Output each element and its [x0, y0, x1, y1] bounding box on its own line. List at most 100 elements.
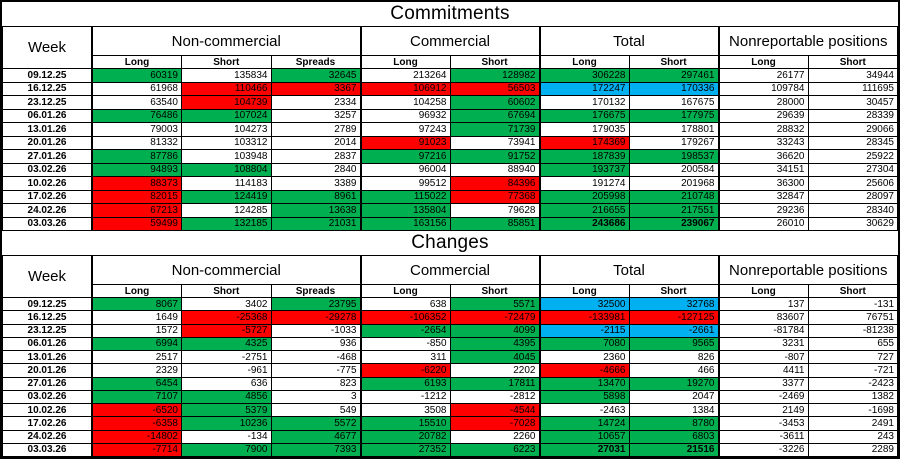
- value-cell: 103312: [181, 135, 272, 150]
- value-cell: 2491: [807, 416, 898, 431]
- value-cell: 104273: [181, 122, 272, 137]
- value-cell: 28832: [717, 122, 809, 137]
- value-cell: 3508: [359, 402, 451, 418]
- value-cell: -2751: [181, 349, 272, 365]
- value-cell: 124285: [181, 203, 272, 218]
- value-cell: 108804: [181, 162, 272, 177]
- week-cell: 06.01.26: [2, 108, 93, 123]
- table-row: 20.01.26 81332 103312 2014 91023 73941 174369 1…: [2, 135, 898, 150]
- table-row: 03.02.26 7107 4856 3 -1212 -2812 5898 2047 -2469…: [2, 389, 898, 405]
- sub-header: Short: [181, 284, 272, 298]
- value-cell: 638: [359, 296, 451, 312]
- value-cell: 823: [270, 376, 361, 391]
- value-cell: -127125: [628, 310, 719, 325]
- value-cell: 2837: [270, 149, 361, 164]
- value-cell: 2202: [449, 363, 540, 378]
- value-cell: 187839: [538, 149, 630, 164]
- value-cell: 1649: [91, 310, 182, 325]
- value-cell: 82015: [91, 189, 182, 204]
- sub-header: Long: [91, 284, 182, 298]
- value-cell: 205998: [538, 189, 630, 204]
- value-cell: 7080: [538, 336, 630, 352]
- value-cell: 243: [807, 429, 898, 444]
- value-cell: 6803: [628, 429, 719, 444]
- value-cell: 7107: [91, 389, 182, 405]
- value-cell: 636: [181, 376, 272, 391]
- week-cell: 09.12.25: [2, 296, 93, 312]
- value-cell: 30629: [807, 216, 898, 231]
- value-cell: 97243: [359, 122, 451, 137]
- value-cell: 96004: [359, 162, 451, 177]
- value-cell: 88940: [449, 162, 540, 177]
- changes-section: Changes Week Non-commercial Commercial Tota…: [2, 231, 898, 457]
- value-cell: 10236: [181, 416, 272, 431]
- value-cell: 201968: [628, 176, 719, 191]
- value-cell: 8067: [91, 296, 182, 312]
- week-column-header: Week: [2, 26, 93, 69]
- value-cell: -2812: [449, 389, 540, 405]
- value-cell: 91023: [359, 135, 451, 150]
- value-cell: 132185: [181, 216, 272, 231]
- table-row: 24.02.26 -14802 -134 4677 20782 2260 10657 6803…: [2, 429, 898, 444]
- value-cell: 6994: [91, 336, 182, 352]
- value-cell: 4099: [449, 323, 540, 338]
- value-cell: -6220: [359, 363, 451, 378]
- week-cell: 16.12.25: [2, 310, 93, 325]
- value-cell: 2329: [91, 363, 182, 378]
- value-cell: 176675: [538, 108, 630, 123]
- changes-title: Changes: [411, 232, 489, 253]
- value-cell: 29639: [717, 108, 809, 123]
- table-row: 16.12.25 1649 -25368 -29278 -106352 -72479 -13…: [2, 310, 898, 325]
- value-cell: 76486: [91, 108, 182, 123]
- value-cell: 239067: [628, 216, 719, 231]
- value-cell: 29066: [807, 122, 898, 137]
- value-cell: 97216: [359, 149, 451, 164]
- value-cell: 32847: [717, 189, 809, 204]
- value-cell: 936: [270, 336, 361, 352]
- sub-header: Long: [359, 284, 451, 298]
- value-cell: 23795: [270, 296, 361, 312]
- sub-header: Long: [359, 55, 451, 69]
- table-row: 24.02.26 67213 124285 13638 135804 79628 21665…: [2, 203, 898, 218]
- table-row: 03.03.26 59499 132185 21031 163156 85851 24368…: [2, 216, 898, 231]
- value-cell: 21031: [270, 216, 361, 231]
- value-cell: 124419: [181, 189, 272, 204]
- value-cell: 79628: [449, 203, 540, 218]
- value-cell: 1382: [807, 389, 898, 405]
- value-cell: -3226: [717, 442, 809, 457]
- value-cell: -2654: [359, 323, 451, 338]
- value-cell: 60602: [449, 95, 540, 110]
- value-cell: 115022: [359, 189, 451, 204]
- week-cell: 20.01.26: [2, 363, 93, 378]
- value-cell: 28000: [717, 95, 809, 110]
- value-cell: 306228: [538, 68, 630, 83]
- value-cell: 94893: [91, 162, 182, 177]
- value-cell: 71739: [449, 122, 540, 137]
- value-cell: 27352: [359, 442, 451, 457]
- value-cell: 87786: [91, 149, 182, 164]
- value-cell: 110466: [181, 81, 272, 96]
- value-cell: -6520: [91, 402, 182, 418]
- value-cell: 28345: [807, 135, 898, 150]
- value-cell: -7028: [449, 416, 540, 431]
- week-cell: 16.12.25: [2, 81, 93, 96]
- value-cell: 200584: [628, 162, 719, 177]
- value-cell: 193737: [538, 162, 630, 177]
- table-row: 23.12.25 63540 104739 2334 104258 60602 170132…: [2, 95, 898, 110]
- changes-table: Week Non-commercial Commercial Total Nonrepo…: [2, 255, 898, 457]
- group-header: Commercial: [359, 255, 540, 285]
- week-cell: 20.01.26: [2, 135, 93, 150]
- commitments-table-header: Week Non-commercial Commercial Total Nonrepo…: [2, 26, 898, 69]
- week-cell: 10.02.26: [2, 176, 93, 191]
- value-cell: 4411: [717, 363, 809, 378]
- value-cell: 172247: [538, 81, 630, 96]
- value-cell: 25606: [807, 176, 898, 191]
- value-cell: 20782: [359, 429, 451, 444]
- commitments-section: Commitments Week Non-commercial Commercial…: [2, 2, 898, 231]
- value-cell: 9565: [628, 336, 719, 352]
- value-cell: 137: [717, 296, 809, 312]
- value-cell: 34944: [807, 68, 898, 83]
- value-cell: 179267: [628, 135, 719, 150]
- value-cell: -2423: [807, 376, 898, 391]
- value-cell: -1698: [807, 402, 898, 418]
